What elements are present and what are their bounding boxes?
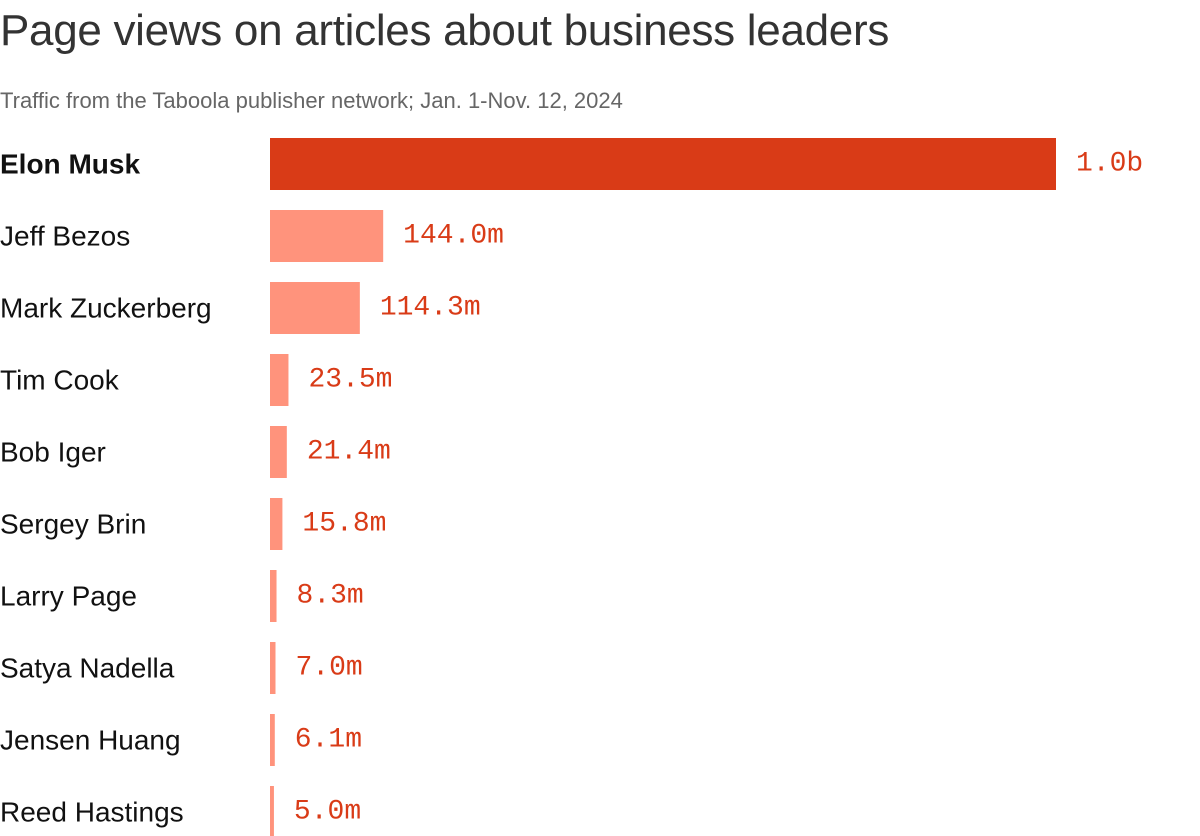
bar-row: Bob Iger 21.4m	[0, 426, 391, 478]
category-label: Larry Page	[0, 581, 137, 612]
value-label: 5.0m	[294, 797, 361, 828]
bar-chart: Elon Musk 1.0b Jeff Bezos 144.0m Mark Zucker…	[0, 138, 1143, 836]
bar-row: Jeff Bezos 144.0m	[0, 210, 504, 262]
bar	[270, 498, 283, 550]
category-label: Reed Hastings	[0, 797, 184, 828]
chart-title: Page views on articles about business le…	[0, 6, 890, 55]
value-label: 15.8m	[302, 509, 386, 540]
category-label: Jeff Bezos	[0, 221, 130, 252]
bar	[270, 354, 289, 406]
category-label: Tim Cook	[0, 365, 120, 396]
value-label: 114.3m	[380, 293, 481, 324]
category-label: Satya Nadella	[0, 653, 175, 684]
bar	[270, 570, 277, 622]
category-label: Bob Iger	[0, 437, 106, 468]
value-label: 8.3m	[297, 581, 364, 612]
bar	[270, 210, 384, 262]
value-label: 7.0m	[296, 653, 363, 684]
value-label: 23.5m	[308, 365, 392, 396]
category-label: Mark Zuckerberg	[0, 293, 212, 324]
bar	[270, 426, 287, 478]
bar-row: Tim Cook 23.5m	[0, 354, 392, 406]
value-label: 144.0m	[403, 221, 504, 252]
value-label: 6.1m	[295, 725, 362, 756]
bar-row: Elon Musk 1.0b	[0, 138, 1143, 190]
value-label: 1.0b	[1076, 149, 1143, 180]
bar-row: Larry Page 8.3m	[0, 570, 364, 622]
bar-row: Reed Hastings 5.0m	[0, 786, 361, 836]
bar	[270, 642, 276, 694]
bar	[270, 714, 275, 766]
bar	[270, 282, 360, 334]
bar-row: Satya Nadella 7.0m	[0, 642, 363, 694]
category-label: Elon Musk	[0, 149, 140, 180]
category-label: Jensen Huang	[0, 725, 181, 756]
value-label: 21.4m	[307, 437, 391, 468]
bar-row: Sergey Brin 15.8m	[0, 498, 386, 550]
bar	[270, 786, 274, 836]
bar-row: Mark Zuckerberg 114.3m	[0, 282, 481, 334]
category-label: Sergey Brin	[0, 509, 146, 540]
chart-subtitle: Traffic from the Taboola publisher netwo…	[0, 88, 623, 113]
bar	[270, 138, 1056, 190]
bar-row: Jensen Huang 6.1m	[0, 714, 362, 766]
